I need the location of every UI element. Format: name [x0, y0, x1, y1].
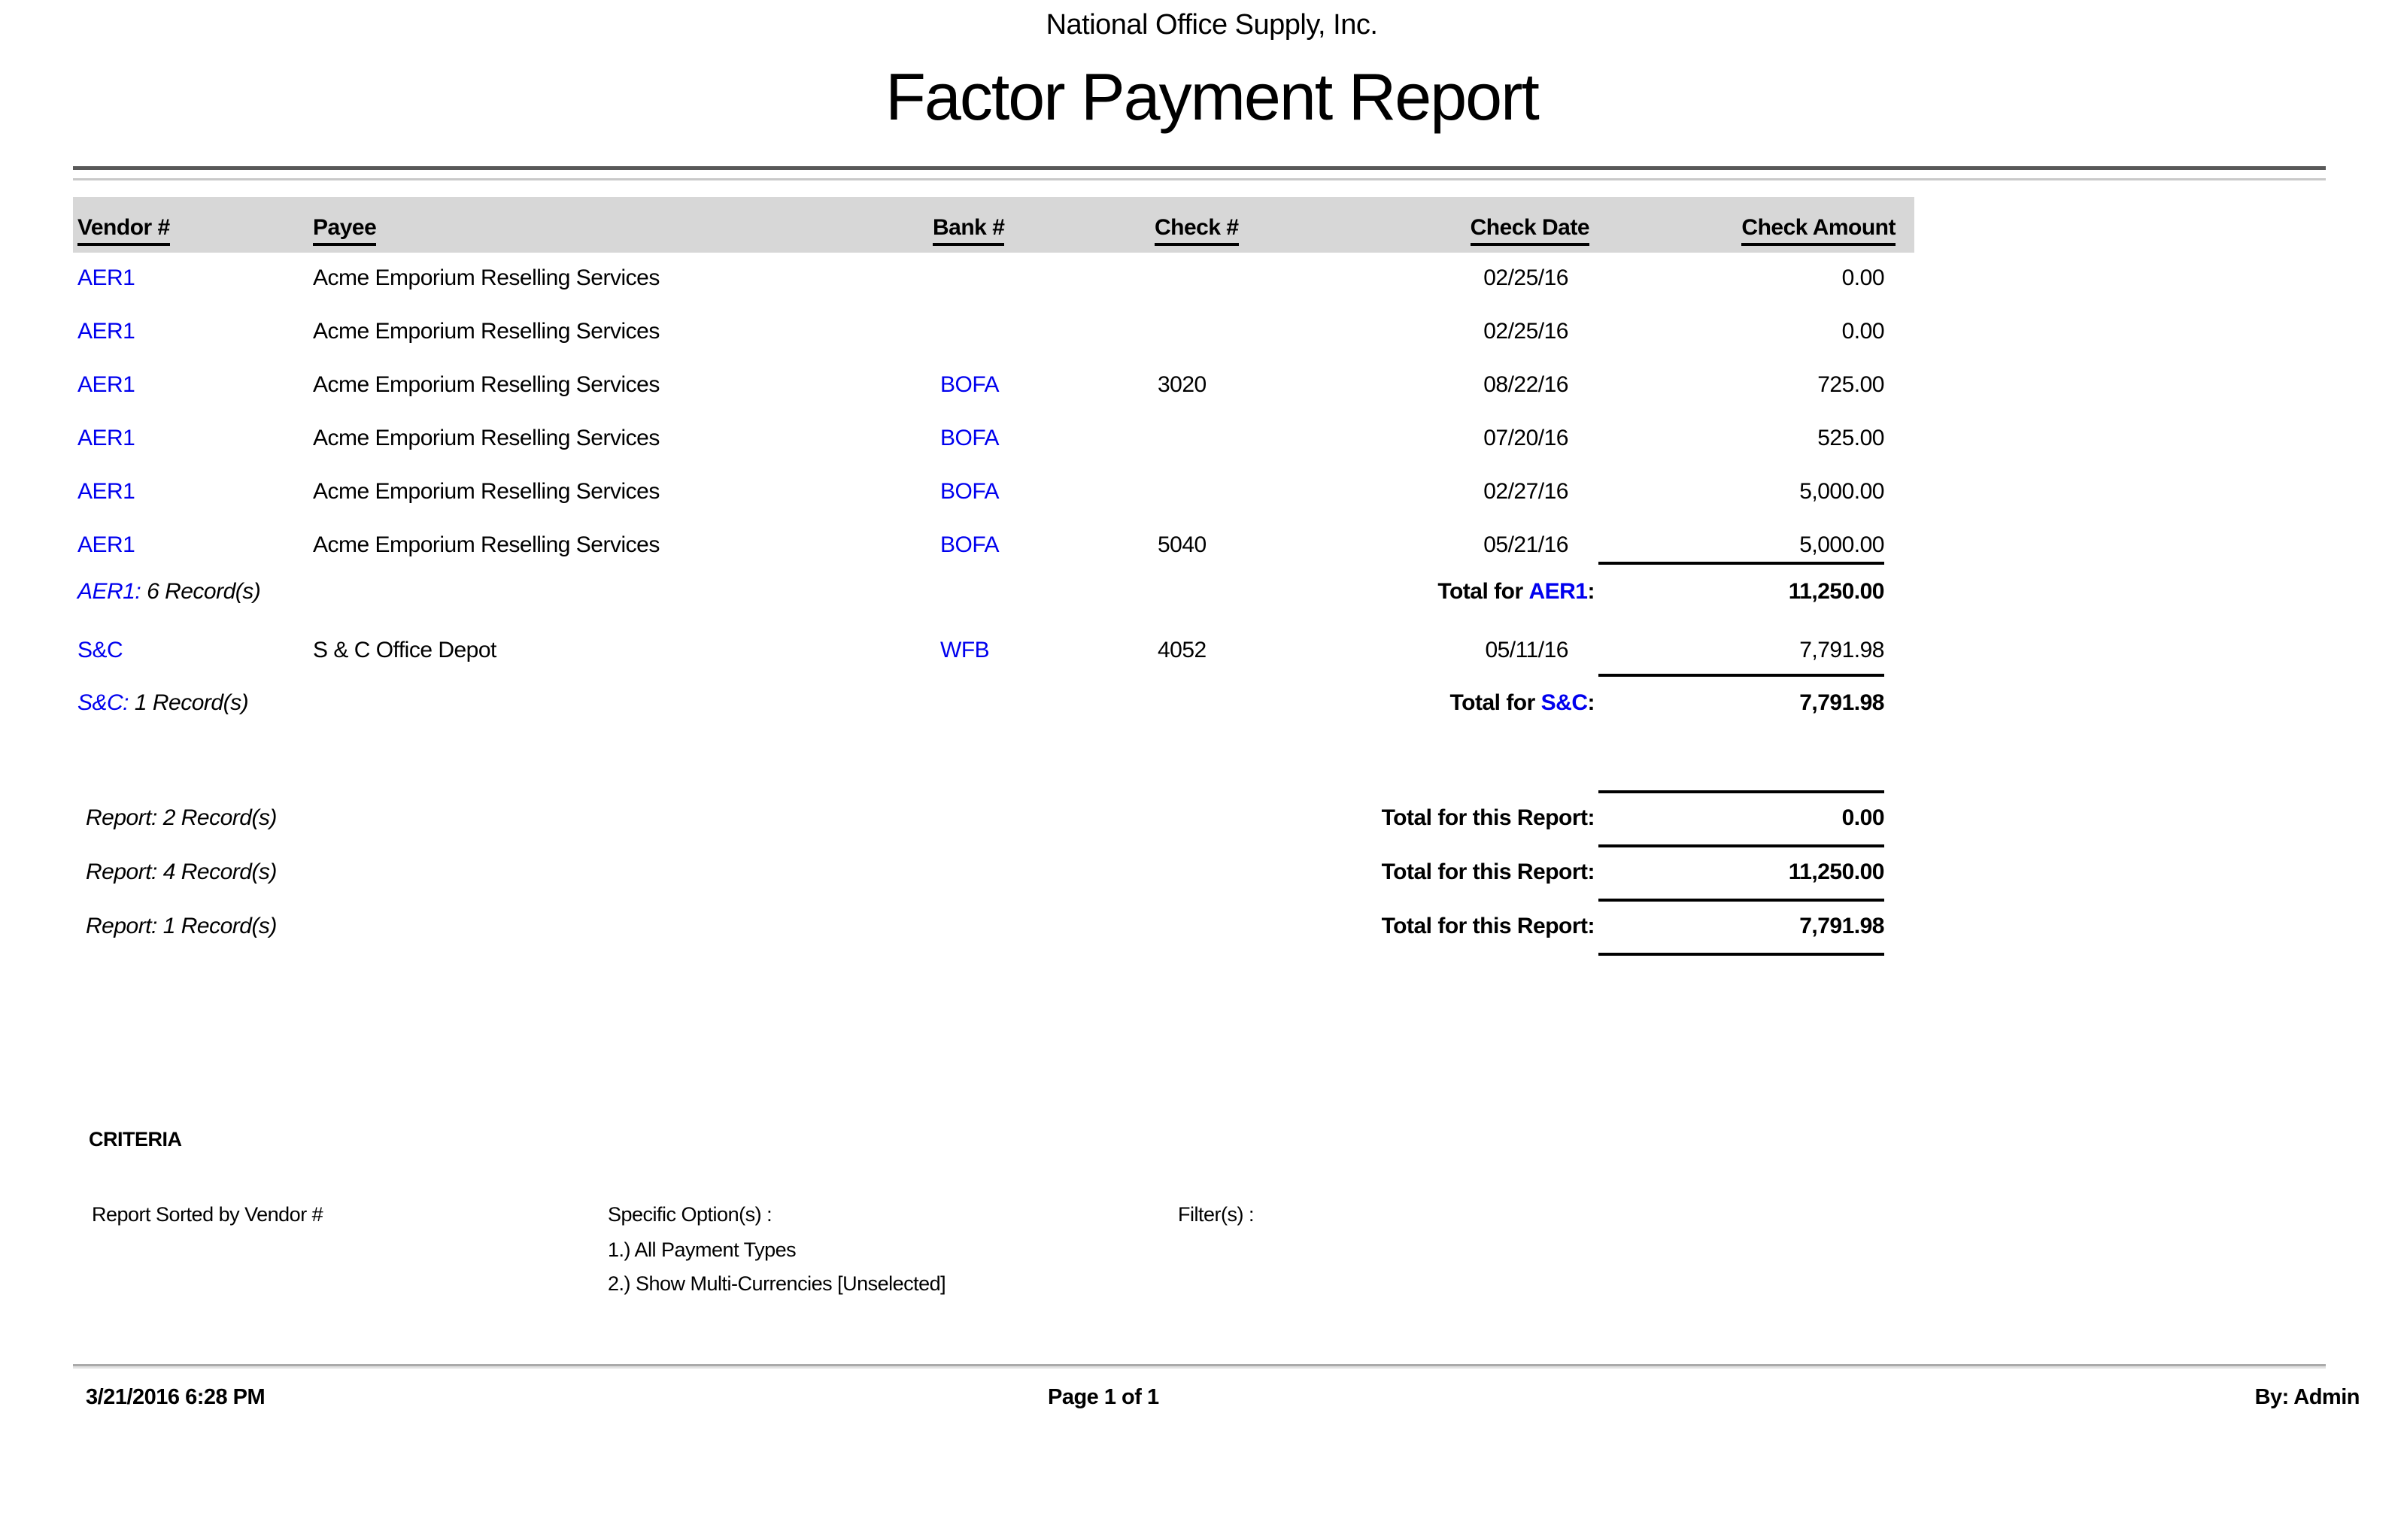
table-row: AER1 Acme Emporium Reselling Services BO… — [0, 426, 2407, 459]
group-record-count: AER1: 6 Record(s) — [77, 579, 261, 604]
table-row: AER1 Acme Emporium Reselling Services BO… — [0, 532, 2407, 565]
report-record-count: Report: 4 Record(s) — [86, 859, 277, 884]
table-row: AER1 Acme Emporium Reselling Services BO… — [0, 479, 2407, 512]
table-row: S&C S & C Office Depot WFB 4052 05/11/16… — [0, 638, 2407, 671]
check-number: 4052 — [1158, 638, 1207, 662]
vendor-code-link[interactable]: AER1 — [77, 265, 135, 290]
group-summary-row: AER1: 6 Record(s) Total for AER1: 11,250… — [0, 579, 2407, 612]
vendor-code-link[interactable]: AER1 — [77, 479, 135, 504]
check-amount: 725.00 — [1817, 372, 1884, 397]
check-number: 3020 — [1158, 372, 1207, 397]
criteria-option: 1.) All Payment Types — [608, 1238, 797, 1261]
payee-name: Acme Emporium Reselling Services — [313, 426, 660, 450]
report-total-row: Report: 1 Record(s) Total for this Repor… — [0, 914, 2407, 947]
criteria-filters-label: Filter(s) : — [1178, 1203, 1254, 1226]
group-summary-row: S&C: 1 Record(s) Total for S&C: 7,791.98 — [0, 690, 2407, 723]
title-rule-dark — [73, 166, 2326, 170]
vendor-code-link[interactable]: AER1 — [77, 372, 135, 397]
check-amount: 5,000.00 — [1799, 532, 1884, 557]
group-total-amount: 7,791.98 — [1799, 690, 1884, 715]
report-record-count: Report: 2 Record(s) — [86, 805, 277, 830]
check-amount: 525.00 — [1817, 426, 1884, 450]
report-total-closing-rule — [1598, 953, 1884, 956]
criteria-sorted-by: Report Sorted by Vendor # — [92, 1203, 323, 1226]
report-total-label: Total for this Report: — [1381, 914, 1595, 938]
payee-name: Acme Emporium Reselling Services — [313, 372, 660, 397]
payee-name: Acme Emporium Reselling Services — [313, 479, 660, 504]
report-total-rule — [1598, 899, 1884, 902]
bank-code-link[interactable]: WFB — [940, 638, 990, 662]
report-total-row: Report: 4 Record(s) Total for this Repor… — [0, 859, 2407, 893]
payee-name: Acme Emporium Reselling Services — [313, 532, 660, 557]
criteria-heading: CRITERIA — [89, 1128, 182, 1150]
column-header-check-amount: Check Amount — [1572, 215, 1896, 246]
check-amount: 5,000.00 — [1799, 479, 1884, 504]
check-amount: 0.00 — [1841, 319, 1885, 344]
footer-datetime: 3/21/2016 6:28 PM — [86, 1385, 266, 1409]
column-header-bank: Bank # — [933, 215, 1005, 246]
subtotal-rule — [1598, 674, 1884, 677]
group-total-amount: 11,250.00 — [1788, 579, 1885, 604]
group-total-label: Total for S&C: — [1449, 690, 1595, 715]
footer-generated-by: By: Admin — [2254, 1385, 2360, 1409]
title-rule-light — [73, 178, 2326, 180]
vendor-code-link[interactable]: AER1 — [77, 319, 135, 344]
table-row: AER1 Acme Emporium Reselling Services 02… — [0, 319, 2407, 352]
check-amount: 7,791.98 — [1799, 638, 1884, 662]
footer-rule-light — [73, 1366, 2326, 1369]
check-date: 07/20/16 — [1483, 426, 1568, 450]
column-header-vendor: Vendor # — [77, 215, 170, 246]
check-number: 5040 — [1158, 532, 1207, 557]
vendor-code-link[interactable]: AER1 — [77, 532, 135, 557]
payee-name: S & C Office Depot — [313, 638, 496, 662]
bank-code-link[interactable]: BOFA — [940, 532, 1000, 557]
report-total-row: Report: 2 Record(s) Total for this Repor… — [0, 805, 2407, 838]
report-total-label: Total for this Report: — [1381, 805, 1595, 830]
bank-code-link[interactable]: BOFA — [940, 479, 1000, 504]
column-header-check: Check # — [1155, 215, 1239, 246]
report-record-count: Report: 1 Record(s) — [86, 914, 277, 938]
report-total-amount: 0.00 — [1841, 805, 1885, 830]
bank-code-link[interactable]: BOFA — [940, 426, 1000, 450]
footer-rule-dark — [73, 1364, 2326, 1366]
column-header-check-date: Check Date — [1326, 215, 1590, 246]
report-total-amount: 7,791.98 — [1799, 914, 1884, 938]
check-date: 02/27/16 — [1483, 479, 1568, 504]
bank-code-link[interactable]: BOFA — [940, 372, 1000, 397]
check-amount: 0.00 — [1841, 265, 1885, 290]
vendor-code-link[interactable]: AER1 — [77, 426, 135, 450]
subtotal-rule — [1598, 562, 1884, 565]
column-header-payee: Payee — [313, 215, 377, 246]
footer-page-number: Page 1 of 1 — [1048, 1385, 1159, 1409]
check-date: 05/11/16 — [1485, 638, 1568, 662]
criteria-specific-options-label: Specific Option(s) : — [608, 1203, 772, 1226]
group-record-count: S&C: 1 Record(s) — [77, 690, 249, 715]
check-date: 05/21/16 — [1483, 532, 1568, 557]
check-date: 08/22/16 — [1483, 372, 1568, 397]
report-total-rule — [1598, 844, 1884, 847]
check-date: 02/25/16 — [1483, 265, 1568, 290]
payee-name: Acme Emporium Reselling Services — [313, 319, 660, 344]
company-name: National Office Supply, Inc. — [1046, 9, 1378, 41]
check-date: 02/25/16 — [1483, 319, 1568, 344]
report-total-rule — [1598, 790, 1884, 793]
group-total-label: Total for AER1: — [1437, 579, 1595, 604]
table-row: AER1 Acme Emporium Reselling Services BO… — [0, 372, 2407, 405]
payee-name: Acme Emporium Reselling Services — [313, 265, 660, 290]
report-title: Factor Payment Report — [885, 59, 1540, 134]
report-total-amount: 11,250.00 — [1788, 859, 1885, 884]
table-row: AER1 Acme Emporium Reselling Services 02… — [0, 265, 2407, 299]
report-total-label: Total for this Report: — [1381, 859, 1595, 884]
criteria-option: 2.) Show Multi-Currencies [Unselected] — [608, 1272, 946, 1295]
vendor-code-link[interactable]: S&C — [77, 638, 123, 662]
